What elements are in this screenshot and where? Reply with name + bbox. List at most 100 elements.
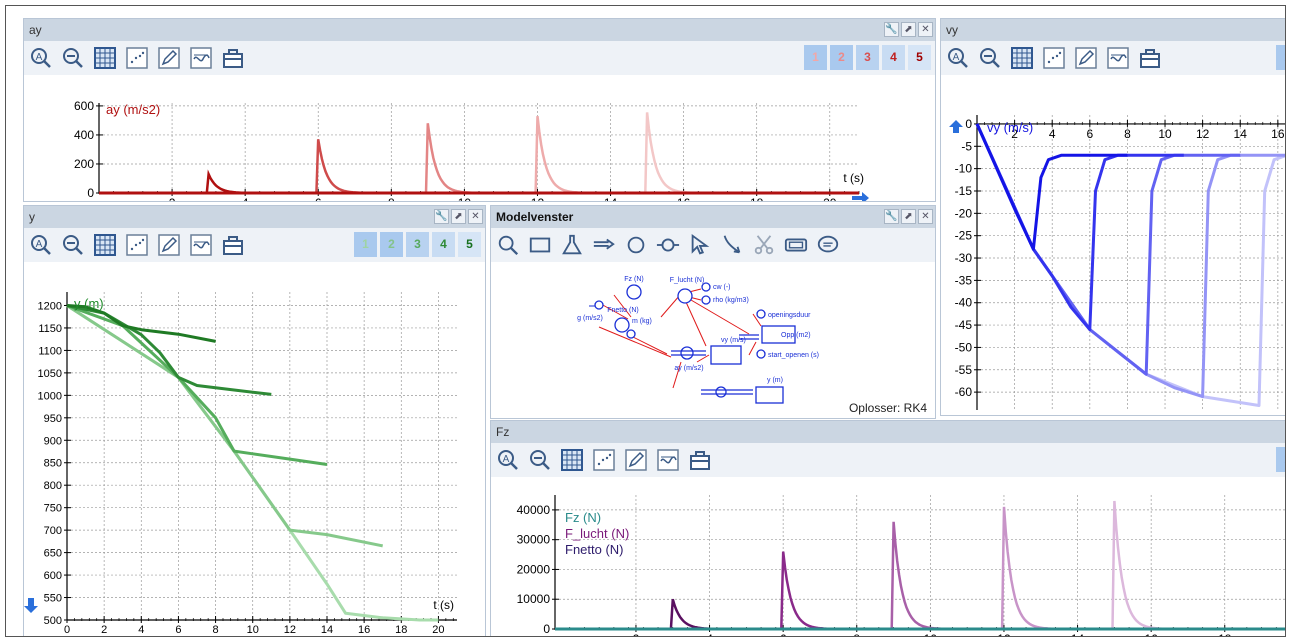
x-tick-label: 4 <box>138 624 144 636</box>
display-icon[interactable] <box>783 232 809 258</box>
speech-bubble-icon[interactable] <box>815 232 841 258</box>
scatter-icon[interactable] <box>1041 45 1067 71</box>
grid-icon[interactable] <box>559 447 585 473</box>
run-button-5[interactable]: 5 <box>458 232 481 257</box>
run-button-3[interactable]: 3 <box>856 45 879 70</box>
zoom-out-icon[interactable] <box>527 447 553 473</box>
y-tick-label: -45 <box>955 318 973 332</box>
y-series-run-4 <box>66 304 383 548</box>
edit-pen-icon[interactable] <box>1073 45 1099 71</box>
model-node-fz <box>626 284 642 300</box>
zoom-in-icon[interactable]: A <box>28 45 54 71</box>
svg-text:A: A <box>503 454 510 465</box>
model-diagram[interactable]: Fz (N) F_lucht (N) cw (-) rho (kg/m3) Fnetto… <box>491 262 936 419</box>
x-tick-label: 2 <box>633 632 640 637</box>
connector-icon[interactable] <box>719 232 745 258</box>
edit-pen-icon[interactable] <box>623 447 649 473</box>
run-button-4[interactable]: 4 <box>882 45 905 70</box>
run-button-1[interactable]: 1 <box>1276 45 1285 70</box>
zoom-in-icon[interactable]: A <box>28 232 54 258</box>
maximize-icon[interactable]: ⬈ <box>901 22 916 37</box>
grid-icon[interactable] <box>92 232 118 258</box>
run-button-3[interactable]: 3 <box>406 232 429 257</box>
scatter-icon[interactable] <box>591 447 617 473</box>
y-tick-label: -30 <box>955 251 973 265</box>
maximize-icon[interactable]: ⬈ <box>451 209 466 224</box>
auxiliary-circle-icon[interactable] <box>623 232 649 258</box>
model-node-fnetto <box>614 317 630 333</box>
zoom-in-icon[interactable]: A <box>495 447 521 473</box>
close-icon[interactable]: ✕ <box>468 209 483 224</box>
close-icon[interactable]: ✕ <box>918 22 933 37</box>
model-node-g <box>594 300 604 310</box>
stock-icon[interactable] <box>527 232 553 258</box>
x-tick-label: 18 <box>750 196 764 202</box>
y-tick-label: 750 <box>44 503 62 515</box>
y-tick-label: 800 <box>44 480 62 492</box>
y-tick-label: -60 <box>955 385 973 399</box>
zoom-in-icon[interactable]: A <box>945 45 971 71</box>
toolbox-icon[interactable] <box>220 45 246 71</box>
x-tick-label: 10 <box>458 196 472 202</box>
y-tick-label: 0 <box>965 117 972 131</box>
plot-settings-icon[interactable] <box>188 45 214 71</box>
run-button-1[interactable]: 1 <box>1276 447 1285 472</box>
toolbox-icon[interactable] <box>687 447 713 473</box>
plot-settings-icon[interactable] <box>655 447 681 473</box>
plot-settings-icon[interactable] <box>188 232 214 258</box>
x-tick-label: 12 <box>997 632 1011 637</box>
settings-wrench-icon[interactable]: 🔧 <box>884 209 899 224</box>
model-node-label: g (m/s2) <box>577 315 603 322</box>
y-legend: y (m) <box>74 296 104 311</box>
zoom-out-icon[interactable] <box>977 45 1003 71</box>
model-toolbar <box>491 228 935 262</box>
toolbox-icon[interactable] <box>1137 45 1163 71</box>
edit-pen-icon[interactable] <box>156 45 182 71</box>
fz-legend-3: Fnetto (N) <box>565 542 624 557</box>
run-button-1[interactable]: 1 <box>804 45 827 70</box>
grid-icon[interactable] <box>1009 45 1035 71</box>
y-tick-label: 40000 <box>517 503 551 517</box>
x-tick-label: 0 <box>64 624 70 636</box>
model-node-ay <box>680 346 694 360</box>
grid-icon[interactable] <box>92 45 118 71</box>
search-icon[interactable] <box>495 232 521 258</box>
graph-toolbar: A <box>491 443 1285 477</box>
y-tick-label: -20 <box>955 206 973 220</box>
toolbox-icon[interactable] <box>220 232 246 258</box>
constant-icon[interactable] <box>655 232 681 258</box>
x-tick-label: 18 <box>1218 632 1232 637</box>
run-button-1[interactable]: 1 <box>354 232 377 257</box>
y-tick-label: 950 <box>44 413 62 425</box>
flow-arrow-icon[interactable] <box>591 232 617 258</box>
plot-settings-icon[interactable] <box>1105 45 1131 71</box>
x-tick-label: 10 <box>247 624 259 636</box>
svg-text:A: A <box>953 52 960 63</box>
vy-legend: vy (m/s) <box>987 120 1033 135</box>
settings-wrench-icon[interactable]: 🔧 <box>884 22 899 37</box>
model-node-rho <box>701 295 711 305</box>
zoom-out-icon[interactable] <box>60 45 86 71</box>
maximize-icon[interactable]: ⬈ <box>901 209 916 224</box>
y-tick-label: 10000 <box>517 592 551 606</box>
grid <box>977 115 1285 410</box>
model-flow-opp <box>739 334 759 340</box>
scatter-icon[interactable] <box>124 232 150 258</box>
zoom-out-icon[interactable] <box>60 232 86 258</box>
close-icon[interactable]: ✕ <box>918 209 933 224</box>
scissors-icon[interactable] <box>751 232 777 258</box>
edit-pen-icon[interactable] <box>156 232 182 258</box>
run-button-2[interactable]: 2 <box>830 45 853 70</box>
settings-wrench-icon[interactable]: 🔧 <box>434 209 449 224</box>
scatter-icon[interactable] <box>124 45 150 71</box>
flask-icon[interactable] <box>559 232 585 258</box>
y-tick-label: 550 <box>44 593 62 605</box>
run-button-2[interactable]: 2 <box>380 232 403 257</box>
model-node-label: Fz (N) <box>624 276 643 283</box>
y-tick-label: 600 <box>44 570 62 582</box>
pointer-icon[interactable] <box>687 232 713 258</box>
x-tick-label: 14 <box>1071 632 1085 637</box>
run-button-4[interactable]: 4 <box>432 232 455 257</box>
x-tick-label: 18 <box>395 624 407 636</box>
run-button-5[interactable]: 5 <box>908 45 931 70</box>
